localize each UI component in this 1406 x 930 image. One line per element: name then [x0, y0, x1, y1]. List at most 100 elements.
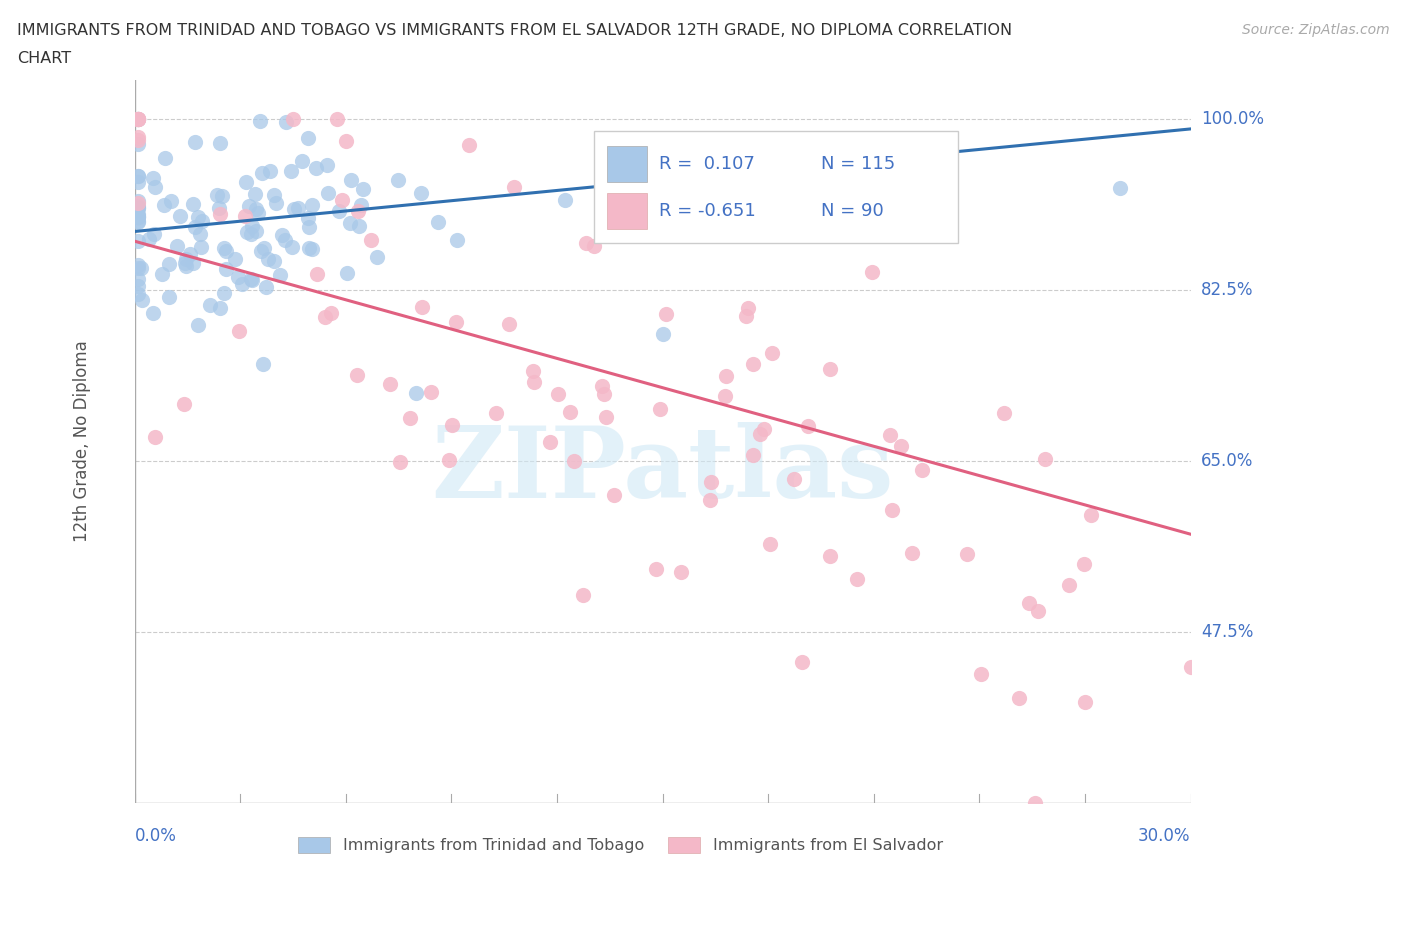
Point [554, 193, 576, 207]
Point [298, 241, 321, 256]
Point [173, 397, 195, 412]
Point [882, 502, 904, 517]
Point [1080, 508, 1102, 523]
Point [127, 213, 149, 228]
Point [215, 262, 238, 277]
Point [347, 219, 370, 233]
Point [264, 196, 287, 211]
Point [405, 385, 427, 400]
Point [378, 377, 401, 392]
Point [129, 260, 152, 275]
Point [458, 138, 481, 153]
Point [226, 269, 249, 284]
Point [860, 265, 883, 280]
Point [335, 134, 357, 149]
Bar [606, 146, 647, 182]
Point [245, 201, 267, 216]
Point [427, 215, 450, 230]
Point [1018, 596, 1040, 611]
Point [263, 187, 285, 202]
Point [297, 130, 319, 145]
Point [339, 173, 361, 188]
Point [699, 493, 721, 508]
Point [274, 232, 297, 247]
Point [437, 453, 460, 468]
Point [127, 258, 149, 272]
Point [247, 206, 270, 220]
Text: 30.0%: 30.0% [1137, 827, 1191, 845]
Point [127, 112, 149, 126]
Point [818, 361, 841, 376]
Point [240, 272, 263, 287]
Point [592, 379, 614, 393]
Point [879, 428, 901, 443]
Point [562, 454, 585, 469]
Point [127, 112, 149, 126]
Point [208, 300, 231, 315]
Point [737, 300, 759, 315]
Point [522, 375, 544, 390]
Point [127, 195, 149, 210]
Point [235, 175, 257, 190]
Point [502, 179, 524, 194]
Point [298, 219, 321, 234]
Text: R = -0.651: R = -0.651 [659, 203, 756, 220]
Point [761, 345, 783, 360]
Point [187, 317, 209, 332]
Point [582, 238, 605, 253]
Point [224, 251, 246, 266]
Point [127, 112, 149, 126]
Point [257, 251, 280, 266]
Point [319, 305, 342, 320]
Text: Source: ZipAtlas.com: Source: ZipAtlas.com [1241, 23, 1389, 37]
Point [231, 276, 253, 291]
Point [253, 240, 276, 255]
Point [347, 204, 370, 219]
Point [316, 158, 339, 173]
Point [174, 259, 197, 273]
Point [245, 223, 267, 238]
Text: IMMIGRANTS FROM TRINIDAD AND TOBAGO VS IMMIGRANTS FROM EL SALVADOR 12TH GRADE, N: IMMIGRANTS FROM TRINIDAD AND TOBAGO VS I… [17, 23, 1012, 38]
Point [159, 193, 181, 208]
Point [127, 208, 149, 223]
Point [440, 418, 463, 432]
Text: 100.0%: 100.0% [1201, 110, 1264, 128]
Point [572, 588, 595, 603]
Point [174, 251, 197, 266]
Point [330, 193, 353, 207]
Point [243, 187, 266, 202]
FancyBboxPatch shape [593, 131, 959, 243]
Text: N = 90: N = 90 [821, 203, 884, 220]
Point [200, 298, 222, 312]
Point [166, 238, 188, 253]
Point [127, 201, 149, 216]
Point [127, 193, 149, 208]
Point [645, 562, 668, 577]
Point [138, 232, 160, 246]
Point [485, 405, 508, 420]
Point [145, 430, 167, 445]
Point [142, 306, 165, 321]
Point [127, 272, 149, 286]
Point [301, 198, 323, 213]
Point [127, 209, 149, 224]
Point [181, 256, 204, 271]
Point [179, 246, 201, 261]
Point [575, 236, 598, 251]
Point [269, 268, 291, 283]
Point [169, 208, 191, 223]
Point [993, 405, 1015, 420]
Point [208, 200, 231, 215]
Point [783, 472, 806, 486]
Point [127, 112, 149, 126]
Point [281, 240, 304, 255]
Text: 65.0%: 65.0% [1201, 452, 1254, 470]
Point [127, 200, 149, 215]
Point [212, 241, 235, 256]
Point [153, 151, 176, 166]
Point [752, 421, 775, 436]
Point [759, 537, 782, 551]
Text: R =  0.107: R = 0.107 [659, 155, 755, 173]
Point [142, 170, 165, 185]
Point [127, 112, 149, 126]
